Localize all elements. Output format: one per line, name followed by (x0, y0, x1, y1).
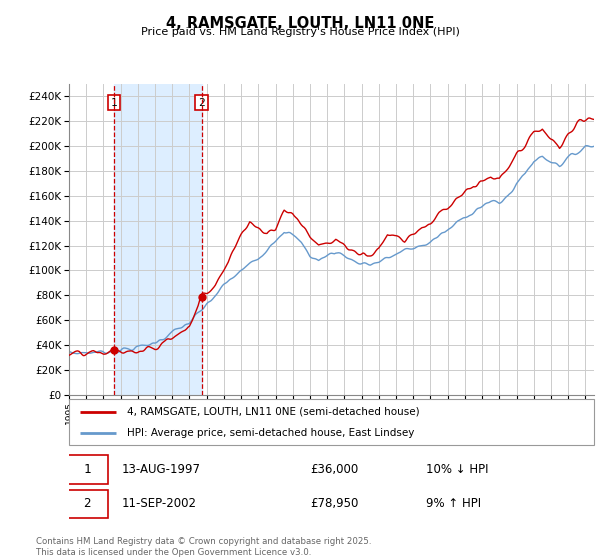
Text: 9% ↑ HPI: 9% ↑ HPI (426, 497, 481, 511)
Text: 4, RAMSGATE, LOUTH, LN11 0NE (semi-detached house): 4, RAMSGATE, LOUTH, LN11 0NE (semi-detac… (127, 407, 419, 417)
Text: Contains HM Land Registry data © Crown copyright and database right 2025.
This d: Contains HM Land Registry data © Crown c… (36, 537, 371, 557)
Text: 2: 2 (83, 497, 91, 511)
Text: 11-SEP-2002: 11-SEP-2002 (121, 497, 197, 511)
Text: £36,000: £36,000 (311, 463, 359, 475)
Text: Price paid vs. HM Land Registry's House Price Index (HPI): Price paid vs. HM Land Registry's House … (140, 27, 460, 37)
Text: HPI: Average price, semi-detached house, East Lindsey: HPI: Average price, semi-detached house,… (127, 428, 414, 438)
Text: 2: 2 (198, 97, 205, 108)
FancyBboxPatch shape (69, 399, 594, 445)
Text: 4, RAMSGATE, LOUTH, LN11 0NE: 4, RAMSGATE, LOUTH, LN11 0NE (166, 16, 434, 31)
Text: 1: 1 (83, 463, 91, 475)
Text: 13-AUG-1997: 13-AUG-1997 (121, 463, 200, 475)
Text: 10% ↓ HPI: 10% ↓ HPI (426, 463, 488, 475)
Text: £78,950: £78,950 (311, 497, 359, 511)
FancyBboxPatch shape (67, 489, 109, 519)
Text: 1: 1 (110, 97, 118, 108)
FancyBboxPatch shape (67, 455, 109, 483)
Bar (114, 84, 202, 395)
